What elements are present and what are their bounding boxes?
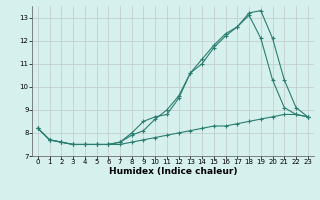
X-axis label: Humidex (Indice chaleur): Humidex (Indice chaleur) [108, 167, 237, 176]
